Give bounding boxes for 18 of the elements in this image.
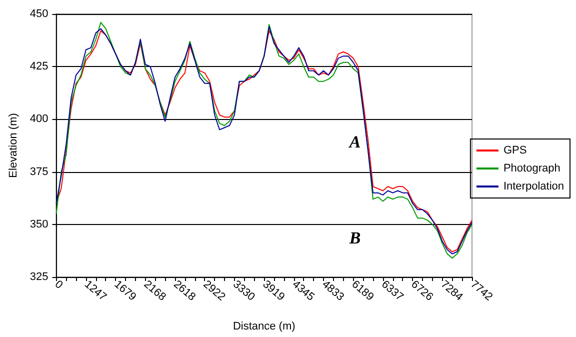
y-tick-label: 375 xyxy=(30,166,48,178)
y-tick-label: 450 xyxy=(30,8,48,20)
x-tick-label: 4345 xyxy=(290,278,316,304)
y-tick-label: 350 xyxy=(30,218,48,230)
x-tick-label: 1247 xyxy=(82,278,109,304)
y-axis-title: Elevation (m) xyxy=(8,113,20,178)
legend-label: Interpolation xyxy=(503,180,564,192)
x-axis-title: Distance (m) xyxy=(232,320,296,332)
y-tick-label: 425 xyxy=(30,60,48,73)
legend-label: GPS xyxy=(503,144,527,156)
x-tick-label: 6337 xyxy=(379,278,406,304)
legend-label: Photograph xyxy=(503,162,560,174)
annotation: A xyxy=(348,132,361,152)
x-tick-label: 0 xyxy=(52,278,65,292)
annotation: B xyxy=(348,228,361,248)
x-tick-label: 4833 xyxy=(320,278,346,304)
y-tick-label: 400 xyxy=(30,113,48,126)
y-tick-label: 325 xyxy=(30,271,48,283)
